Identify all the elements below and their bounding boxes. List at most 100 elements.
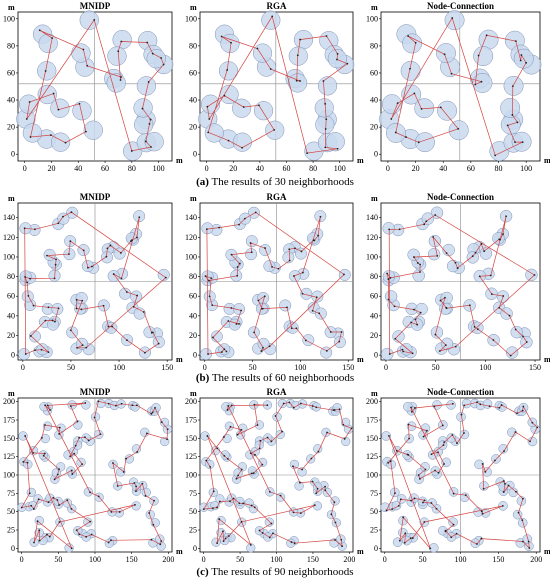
y-tick-label: 20 [189,123,197,132]
waypoint [118,511,121,513]
waypoint [69,329,72,332]
neighborhood-circle [497,402,507,412]
neighborhood-circle [466,251,480,264]
waypoint [277,267,280,270]
waypoint [527,540,530,543]
neighborhood-circle [402,33,423,54]
neighborhood-circle [200,431,210,441]
waypoint [254,211,257,214]
y-tick-label: 40 [189,96,197,105]
neighborhood-circle [264,517,274,527]
waypoint [413,256,415,258]
neighborhood-circle [407,248,420,262]
waypoint [38,529,41,532]
waypoint [417,474,420,476]
waypoint [225,350,228,353]
waypoint [204,275,207,278]
neighborhood-circle [473,46,494,67]
x-tick-label: 0 [20,555,24,564]
waypoint [398,539,401,542]
waypoint [299,402,302,405]
waypoint [205,459,208,462]
neighborhood-circle [83,120,103,140]
waypoint [260,350,263,352]
neighborhood-circle [150,518,160,528]
neighborhood-circle [18,431,28,441]
waypoint [144,140,147,143]
waypoint [76,346,78,349]
waypoint [230,307,233,309]
waypoint [333,409,336,411]
y-tick-label: 60 [189,292,197,301]
x-tick-label: 40 [256,164,264,173]
panel-title: Node-Connection [427,1,494,11]
waypoint [324,489,327,492]
x-tick-label: 0 [21,363,25,372]
y-tick-label: 100 [3,471,15,480]
waypoint [315,492,318,495]
waypoint [387,298,390,301]
waypoint [295,79,298,82]
waypoint [455,532,458,535]
panel-title: RGA [267,387,288,397]
waypoint [227,139,230,142]
neighborhood-circle [232,132,252,152]
neighborhood-circle [22,123,43,143]
waypoint [64,141,67,144]
waypoint [346,62,349,65]
waypoint [388,435,390,437]
waypoint [414,407,416,409]
neighborhood-circle [112,30,132,50]
x-tick-label: 100 [294,363,306,372]
waypoint [87,266,89,269]
waypoint [218,500,221,503]
neighborhood-circle [286,321,299,334]
waypoint [229,500,231,503]
y-axis-unit-label: m [8,194,15,203]
waypoint [230,253,233,256]
waypoint [134,503,136,506]
waypoint [73,452,76,455]
waypoint [485,34,488,37]
waypoint [519,59,522,62]
waypoint [76,420,79,423]
waypoint [235,323,238,325]
neighborhood-circle [482,399,493,409]
waypoint [268,345,271,348]
y-tick-label: 60 [189,68,197,77]
waypoint [164,276,167,279]
waypoint [325,349,328,352]
waypoint [211,507,214,510]
waypoint [419,311,422,314]
y-tick-label: 0 [11,150,15,159]
y-tick-label: 60 [370,292,378,301]
y-tick-label: 100 [366,14,378,23]
y-tick-label: 100 [185,471,197,480]
neighborhood-circle [246,543,256,553]
neighborhood-circle [277,398,287,409]
waypoint [261,307,263,310]
y-tick-label: 100 [3,252,15,261]
waypoint [311,309,314,312]
y-tick-label: 100 [185,252,197,261]
waypoint [238,262,241,265]
waypoint [116,485,119,487]
waypoint [240,468,243,471]
waypoint [117,50,120,53]
y-tick-label: 175 [3,416,15,425]
neighborhood-circle [83,487,93,497]
waypoint [210,277,213,279]
neighborhood-circle [415,132,435,153]
waypoint [111,325,114,328]
neighborhood-circle [133,98,153,118]
waypoint [389,460,392,463]
neighborhood-circle [106,73,126,93]
waypoint [411,352,414,355]
waypoint [125,457,128,460]
waypoint [396,102,399,105]
neighborhood-circle [34,515,44,526]
neighborhood-circle [392,330,405,343]
neighborhood-circle [412,269,425,282]
waypoint [211,304,214,307]
x-tick-label: 200 [162,555,174,564]
